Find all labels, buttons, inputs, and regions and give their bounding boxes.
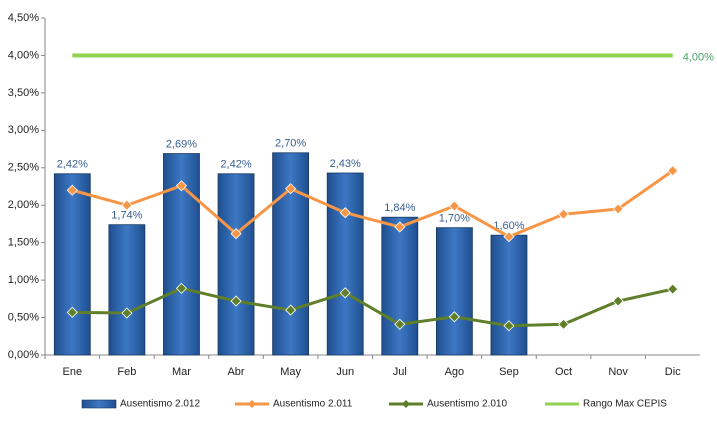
bar [326, 172, 364, 356]
data-label: 1,70% [439, 213, 470, 225]
data-label: 2,70% [275, 138, 306, 150]
marker [121, 307, 133, 319]
marker [503, 320, 515, 332]
marker [285, 304, 297, 316]
marker [557, 208, 570, 220]
marker [503, 231, 515, 243]
bar [490, 234, 528, 356]
x-tick-label: Nov [608, 366, 628, 378]
marker [285, 183, 297, 195]
legend-label: Rango Max CEPIS [583, 399, 667, 410]
marker [121, 199, 133, 211]
marker [557, 318, 570, 330]
x-tick-label: Feb [117, 366, 136, 378]
y-tick-label: 4,50% [8, 12, 39, 24]
data-label: 2,42% [57, 159, 88, 171]
bar [381, 216, 419, 356]
x-tick-label: Mar [172, 366, 191, 378]
marker [448, 311, 460, 323]
marker [66, 306, 78, 318]
marker [339, 207, 351, 219]
data-label: 2,42% [220, 159, 251, 171]
marker [230, 228, 242, 240]
legend-marker [248, 400, 256, 408]
legend-swatch [81, 399, 117, 409]
legend-label: Ausentismo 2.012 [120, 399, 200, 410]
marker [394, 318, 406, 330]
x-tick-label: Jun [336, 366, 354, 378]
line [71, 169, 674, 239]
x-tick-label: Ene [63, 366, 83, 378]
x-tick-label: Ago [445, 366, 465, 378]
y-tick-label: 1,00% [8, 274, 39, 286]
x-tick-label: Sep [499, 366, 519, 378]
bar [53, 173, 91, 356]
marker [66, 184, 78, 196]
legend-marker [402, 400, 410, 408]
marker [448, 200, 460, 212]
line [72, 286, 674, 328]
data-label: 4,00% [683, 51, 714, 63]
x-tick-label: Oct [555, 366, 572, 378]
bar [108, 224, 146, 356]
marker [612, 203, 624, 215]
y-tick-label: 0,50% [8, 311, 39, 323]
marker [612, 295, 624, 307]
legend-label: Ausentismo 2.010 [427, 399, 507, 410]
y-tick-label: 4,00% [8, 49, 39, 61]
y-tick-label: 3,50% [8, 87, 39, 99]
bar [217, 173, 255, 356]
y-tick-label: 1,50% [8, 237, 39, 249]
legend-label: Ausentismo 2.011 [273, 399, 353, 410]
bar [435, 227, 473, 356]
data-label: 1,74% [111, 210, 142, 222]
x-tick-label: Dic [665, 366, 681, 378]
marker [667, 165, 679, 177]
data-label: 2,43% [330, 158, 361, 170]
data-label: 1,60% [493, 220, 524, 232]
data-label: 2,69% [166, 138, 197, 150]
y-tick-label: 0,00% [8, 349, 39, 361]
bar [272, 152, 310, 356]
x-tick-label: May [280, 366, 301, 378]
y-tick-label: 2,50% [8, 162, 39, 174]
x-tick-label: Abr [227, 366, 244, 378]
marker [667, 283, 679, 295]
marker [175, 282, 188, 294]
y-tick-label: 3,00% [8, 124, 39, 136]
x-tick-label: Jul [393, 366, 407, 378]
marker [230, 295, 242, 307]
data-label: 1,84% [384, 202, 415, 214]
marker [394, 221, 406, 233]
marker [339, 287, 351, 299]
y-tick-label: 2,00% [8, 199, 39, 211]
marker [175, 180, 188, 192]
